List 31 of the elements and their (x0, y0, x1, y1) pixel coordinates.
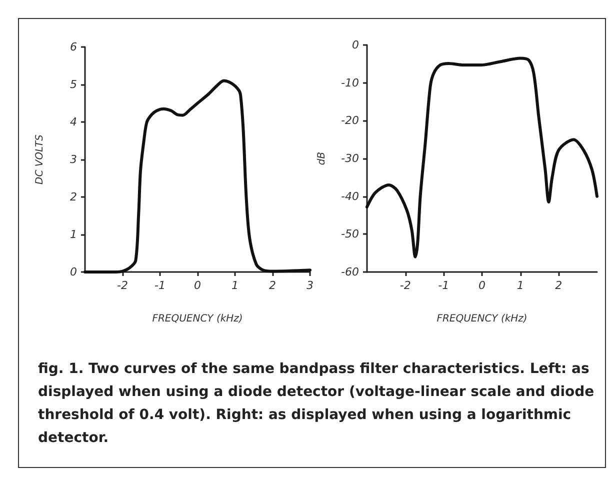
y-tick-label: 0 (70, 266, 77, 278)
caption: fig. 1. Two curves of the same bandpass filter characteristics. Left: as displayed when using a diode detector (voltage-linear scale and diode threshold of 0.4 volt). Right: as displayed when using a logarithmic detector. (38, 360, 596, 448)
y-tick-label: -40 (341, 190, 359, 203)
y-tick-label: 3 (70, 153, 77, 166)
y-tick-label: -50 (341, 228, 359, 241)
x-axis-title: FREQUENCY (kHz) (436, 314, 528, 324)
x-tick-label: 0 (194, 279, 201, 292)
y-tick-label: 2 (70, 190, 77, 204)
y-tick-label: 1 (70, 228, 77, 241)
y-tick-label: -30 (341, 152, 359, 165)
x-tick-label: 0 (478, 279, 486, 292)
x-tick-label: 1 (232, 279, 238, 292)
x-tick-label: 3 (306, 279, 314, 292)
y-tick-label: 0 (352, 38, 359, 52)
x-tick-label: 1 (516, 279, 524, 292)
x-tick-label: 2 (555, 279, 562, 292)
x-tick-label: -1 (154, 279, 166, 292)
y-tick-label: -60 (341, 266, 359, 278)
y-axis-title: DC VOLTS (34, 134, 46, 184)
y-tick-label: 4 (70, 116, 77, 128)
x-tick-label: 2 (269, 279, 276, 292)
y-tick-label: 5 (70, 78, 77, 91)
y-axis-title: dB (316, 152, 328, 166)
x-tick-label: -1 (438, 279, 450, 292)
x-tick-label: -2 (117, 279, 128, 292)
y-tick-label: -10 (341, 76, 359, 90)
x-tick-label: -2 (400, 279, 411, 292)
x-axis-title: FREQUENCY (kHz) (152, 314, 243, 324)
y-tick-label: -20 (341, 114, 359, 128)
y-tick-label: 6 (70, 40, 77, 54)
line-series (366, 56, 598, 258)
